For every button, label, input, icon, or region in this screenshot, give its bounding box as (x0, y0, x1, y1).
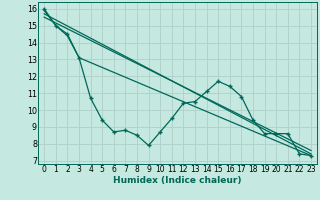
X-axis label: Humidex (Indice chaleur): Humidex (Indice chaleur) (113, 176, 242, 185)
